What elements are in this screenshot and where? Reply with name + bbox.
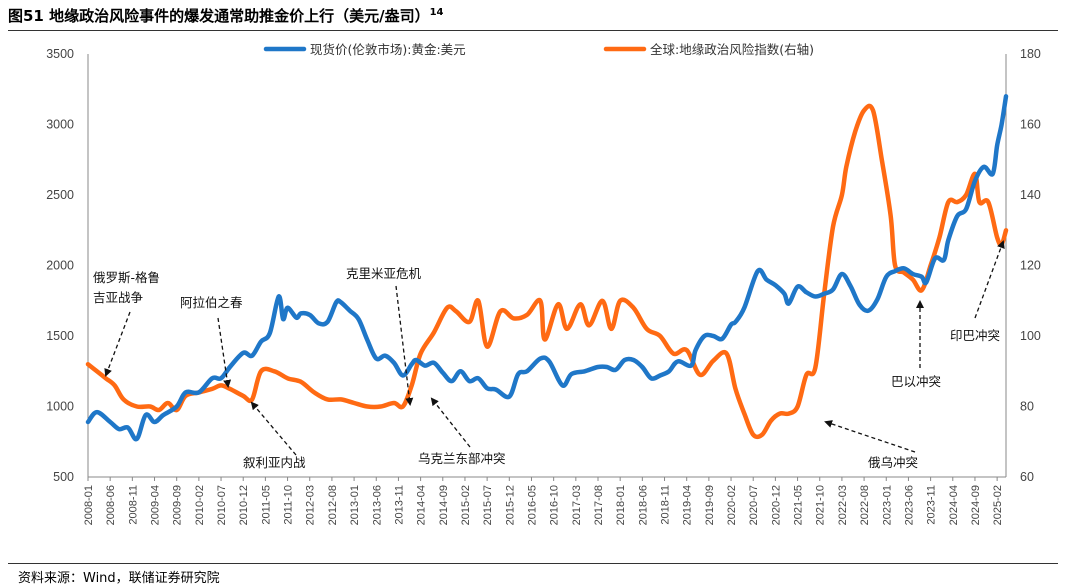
x-tick-label: 2013-06	[371, 485, 383, 525]
right-tick-label: 80	[1020, 400, 1034, 414]
annotation-label: 吉亚战争	[93, 290, 143, 305]
annotation-label: 克里米亚危机	[346, 266, 422, 281]
left-tick-label: 500	[53, 470, 74, 484]
right-tick-label: 180	[1020, 47, 1041, 61]
risk-index-line	[85, 103, 1009, 440]
annotation-arrow	[104, 311, 131, 377]
left-tick-label: 2500	[46, 188, 74, 202]
x-tick-label: 2023-06	[903, 485, 915, 525]
x-tick-label: 2011-10	[283, 485, 295, 525]
annotation-arrow	[824, 420, 916, 453]
x-tick-label: 2025-02	[992, 485, 1004, 525]
annotation-arrow	[395, 285, 414, 406]
annotation-label: 阿拉伯之春	[180, 295, 243, 310]
legend-label: 现货价(伦敦市场):黄金:美元	[310, 42, 466, 57]
x-tick-label: 2024-09	[970, 485, 982, 525]
x-tick-label: 2014-04	[416, 485, 428, 525]
annotation-label: 巴以冲突	[891, 374, 941, 389]
annotation-label: 乌克兰东部冲突	[418, 451, 506, 466]
x-tick-label: 2020-07	[748, 485, 760, 525]
source-note: 资料来源：Wind，联储证券研究院	[18, 571, 220, 586]
x-tick-label: 2018-11	[660, 485, 672, 525]
x-tick-label: 2017-08	[593, 485, 605, 525]
x-tick-label: 2022-03	[837, 485, 849, 525]
x-tick-label: 2022-08	[859, 485, 871, 525]
x-tick-label: 2019-09	[704, 485, 716, 525]
figure-title: 图51 地缘政治风险事件的爆发通常助推金价上行（美元/盎司）14	[8, 5, 444, 26]
left-tick-label: 3500	[46, 47, 74, 61]
x-tick-label: 2008-06	[105, 485, 117, 525]
x-tick-label: 2009-04	[150, 485, 162, 525]
right-tick-label: 160	[1020, 118, 1041, 132]
annotation-arrow	[217, 317, 232, 388]
x-tick-label: 2019-04	[682, 485, 694, 525]
footnote-marker: 14	[429, 7, 444, 18]
gold-price-line	[85, 94, 1009, 442]
series-layer	[85, 94, 1009, 442]
x-tick-label: 2020-12	[770, 485, 782, 525]
annotation-label: 叙利亚内战	[243, 455, 306, 470]
bottom-rule	[8, 563, 1058, 564]
legend-label: 全球:地缘政治风险指数(右轴)	[650, 42, 814, 57]
right-tick-label: 60	[1020, 470, 1034, 484]
legend: 现货价(伦敦市场):黄金:美元 全球:地缘政治风险指数(右轴)	[263, 42, 814, 57]
x-tick-label: 2021-10	[815, 485, 827, 525]
right-tick-label: 120	[1020, 259, 1041, 273]
left-tick-label: 1500	[46, 329, 74, 343]
x-tick-label: 2018-01	[615, 485, 627, 525]
x-tick-label: 2016-05	[526, 485, 538, 525]
annotation-arrow	[974, 240, 1005, 319]
right-tick-label: 100	[1020, 329, 1041, 343]
title-rule	[8, 30, 1058, 31]
x-tick-label: 2008-01	[83, 485, 95, 525]
x-tick-label: 2015-07	[482, 485, 494, 525]
annotation-arrow	[250, 401, 297, 456]
left-tick-label: 3000	[46, 118, 74, 132]
x-tick-label: 2015-02	[460, 485, 472, 525]
x-tick-label: 2023-01	[881, 485, 893, 525]
right-tick-label: 140	[1020, 188, 1041, 202]
x-tick-label: 2011-05	[260, 485, 272, 525]
x-tick-label: 2020-02	[726, 485, 738, 525]
x-tick-label: 2008-11	[127, 485, 139, 525]
x-tick-label: 2016-10	[549, 485, 561, 525]
x-tick-label: 2013-01	[349, 485, 361, 525]
x-tick-label: 2012-08	[327, 485, 339, 525]
left-tick-label: 2000	[46, 259, 74, 273]
x-tick-label: 2009-09	[172, 485, 184, 525]
axes: 500 1000 1500 2000 2500 3000 3500 60 80 100 120 140…	[46, 47, 1041, 525]
x-tick-label: 2010-12	[238, 485, 250, 525]
left-tick-label: 1000	[46, 400, 74, 414]
x-tick-label: 2010-02	[194, 485, 206, 525]
figure-title-text: 图51 地缘政治风险事件的爆发通常助推金价上行（美元/盎司）	[8, 7, 430, 25]
x-tick-label: 2023-11	[926, 485, 938, 525]
x-tick-label: 2012-03	[305, 485, 317, 525]
x-tick-label: 2013-11	[393, 485, 405, 525]
x-tick-label: 2017-03	[571, 485, 583, 525]
x-tick-label: 2021-05	[793, 485, 805, 525]
x-tick-label: 2014-09	[438, 485, 450, 525]
x-tick-label: 2010-07	[216, 485, 228, 525]
x-tick-label: 2015-12	[504, 485, 516, 525]
x-tick-label: 2024-04	[948, 485, 960, 525]
annotation-label: 印巴冲突	[950, 328, 1000, 343]
annotation-label: 俄乌冲突	[868, 455, 918, 470]
x-tick-label: 2018-06	[637, 485, 649, 525]
annotation-arrow	[430, 397, 471, 448]
annotation-label: 俄罗斯-格鲁	[93, 270, 160, 285]
